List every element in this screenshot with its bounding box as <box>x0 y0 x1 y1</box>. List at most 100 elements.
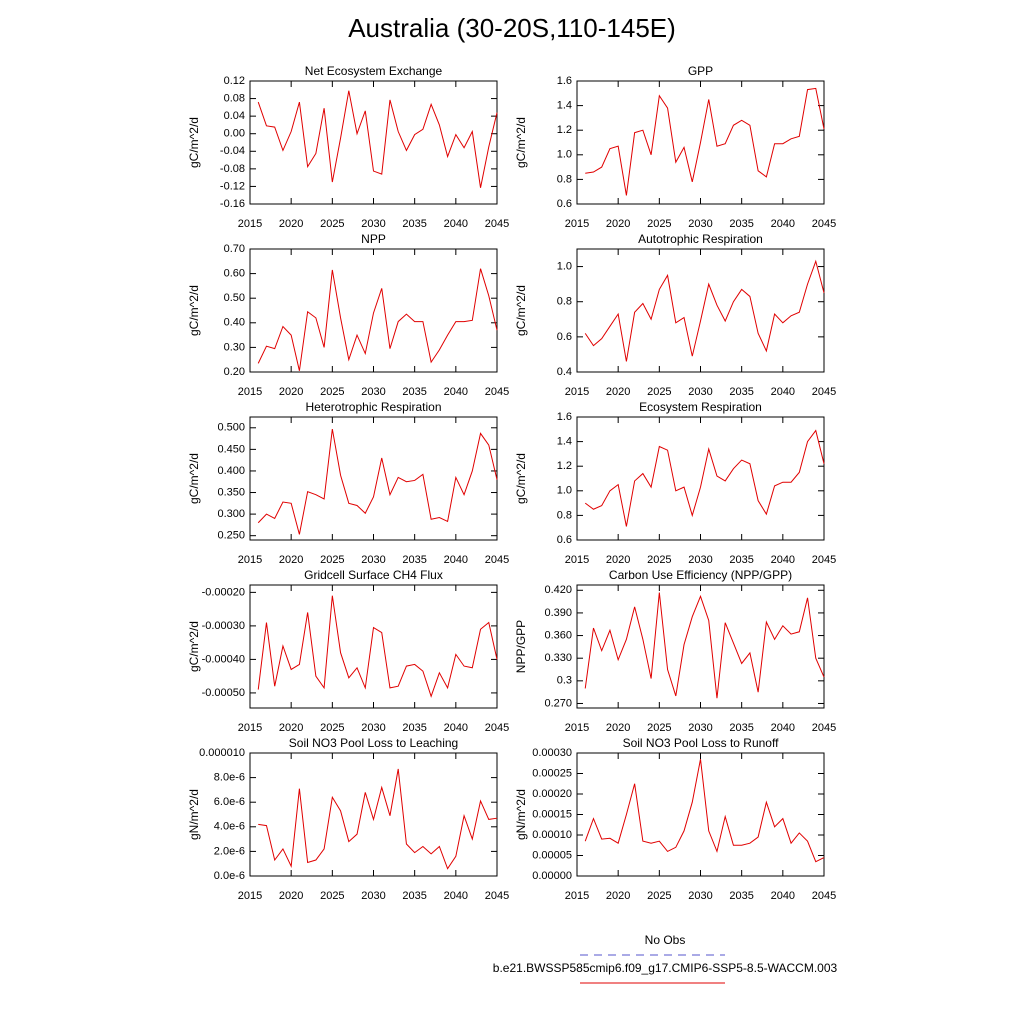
x-tick-label: 2035 <box>402 890 426 902</box>
y-tick-label: 0.360 <box>544 629 572 641</box>
y-tick-label: 0.40 <box>224 317 245 329</box>
x-tick-label: 2020 <box>279 722 303 734</box>
y-axis-label: gN/m^2/d <box>187 789 201 840</box>
y-tick-label: 0.0e-6 <box>214 870 245 882</box>
y-tick-label: 1.4 <box>557 100 572 112</box>
x-tick-label: 2030 <box>688 554 712 566</box>
x-tick-label: 2045 <box>485 554 509 566</box>
data-line <box>585 87 825 196</box>
panel-title: Gridcell Surface CH4 Flux <box>304 568 443 582</box>
y-tick-label: 8.0e-6 <box>214 772 245 784</box>
y-tick-label: -0.12 <box>220 180 245 192</box>
x-tick-label: 2040 <box>444 386 468 398</box>
x-tick-label: 2045 <box>812 386 836 398</box>
x-tick-label: 2020 <box>606 890 630 902</box>
x-tick-label: 2015 <box>238 218 262 230</box>
y-tick-label: 0.00025 <box>532 767 572 779</box>
y-axis-label: gC/m^2/d <box>514 117 528 168</box>
y-tick-label: 0.000010 <box>199 747 245 759</box>
data-line <box>257 90 498 188</box>
y-tick-label: 1.6 <box>557 75 572 87</box>
x-tick-label: 2015 <box>238 890 262 902</box>
x-tick-label: 2040 <box>771 218 795 230</box>
panel-title: Autotrophic Respiration <box>638 232 763 246</box>
x-tick-label: 2015 <box>238 386 262 398</box>
x-tick-label: 2025 <box>647 554 671 566</box>
y-tick-label: 0.12 <box>224 75 245 87</box>
y-axis-label: NPP/GPP <box>514 620 528 673</box>
x-tick-label: 2035 <box>729 890 753 902</box>
x-tick-label: 2015 <box>565 554 589 566</box>
y-tick-label: -0.08 <box>220 163 245 175</box>
y-axis-label: gC/m^2/d <box>514 453 528 504</box>
x-tick-label: 2045 <box>485 890 509 902</box>
plot-frame <box>249 584 498 709</box>
y-tick-label: 6.0e-6 <box>214 796 245 808</box>
y-tick-label: 0.4 <box>557 366 572 378</box>
y-axis-label: gC/m^2/d <box>187 453 201 504</box>
y-tick-label: -0.04 <box>220 145 245 157</box>
x-tick-label: 2045 <box>812 722 836 734</box>
panel-title: GPP <box>688 64 713 78</box>
y-tick-label: 0.8 <box>557 173 572 185</box>
x-tick-label: 2030 <box>688 218 712 230</box>
data-line <box>257 428 498 535</box>
plot-frame <box>576 752 825 877</box>
y-tick-label: 1.0 <box>557 149 572 161</box>
x-tick-label: 2025 <box>320 218 344 230</box>
x-tick-label: 2020 <box>606 386 630 398</box>
y-tick-label: 4.0e-6 <box>214 821 245 833</box>
y-tick-label: -0.00030 <box>202 620 245 632</box>
y-tick-label: 1.0 <box>557 485 572 497</box>
x-tick-label: 2015 <box>238 554 262 566</box>
y-tick-label: 0.3 <box>557 675 572 687</box>
x-tick-label: 2030 <box>361 890 385 902</box>
legend-label: b.e21.BWSSP585cmip6.f09_g17.CMIP6-SSP5-8… <box>493 961 838 975</box>
plot-frame <box>249 248 498 373</box>
x-tick-label: 2040 <box>444 722 468 734</box>
y-axis-label: gC/m^2/d <box>514 285 528 336</box>
x-tick-label: 2030 <box>688 890 712 902</box>
x-tick-label: 2030 <box>361 218 385 230</box>
x-tick-label: 2040 <box>444 554 468 566</box>
y-tick-label: -0.16 <box>220 198 245 210</box>
plot-frame <box>576 416 825 541</box>
x-tick-label: 2040 <box>444 218 468 230</box>
x-tick-label: 2020 <box>606 218 630 230</box>
y-tick-label: 0.00030 <box>532 747 572 759</box>
x-tick-label: 2045 <box>485 722 509 734</box>
y-tick-label: 0.400 <box>217 465 245 477</box>
y-axis-label: gN/m^2/d <box>514 789 528 840</box>
y-tick-label: 0.30 <box>224 341 245 353</box>
panel-title: Heterotrophic Respiration <box>305 400 441 414</box>
x-tick-label: 2020 <box>279 554 303 566</box>
data-line <box>257 268 498 371</box>
data-line <box>584 759 825 863</box>
y-tick-label: 0.00000 <box>532 870 572 882</box>
y-tick-label: 0.08 <box>224 92 245 104</box>
x-tick-label: 2025 <box>320 722 344 734</box>
y-axis-label: gC/m^2/d <box>187 621 201 672</box>
panel-title: Net Ecosystem Exchange <box>305 64 443 78</box>
y-tick-label: 0.00020 <box>532 788 572 800</box>
x-tick-label: 2040 <box>771 890 795 902</box>
x-tick-label: 2025 <box>647 218 671 230</box>
y-tick-label: 0.500 <box>217 422 245 434</box>
data-line <box>257 595 498 698</box>
y-tick-label: 0.250 <box>217 530 245 542</box>
y-tick-label: 0.8 <box>557 296 572 308</box>
y-tick-label: 0.390 <box>544 607 572 619</box>
x-tick-label: 2030 <box>688 386 712 398</box>
y-tick-label: 0.00015 <box>532 808 572 820</box>
data-line <box>258 768 498 870</box>
x-tick-label: 2015 <box>565 722 589 734</box>
x-tick-label: 2040 <box>771 722 795 734</box>
x-tick-label: 2040 <box>771 554 795 566</box>
x-tick-label: 2025 <box>320 386 344 398</box>
x-tick-label: 2045 <box>812 218 836 230</box>
data-line <box>584 592 825 699</box>
y-tick-label: 0.70 <box>224 243 245 255</box>
y-tick-label: 0.6 <box>557 331 572 343</box>
x-tick-label: 2045 <box>812 890 836 902</box>
